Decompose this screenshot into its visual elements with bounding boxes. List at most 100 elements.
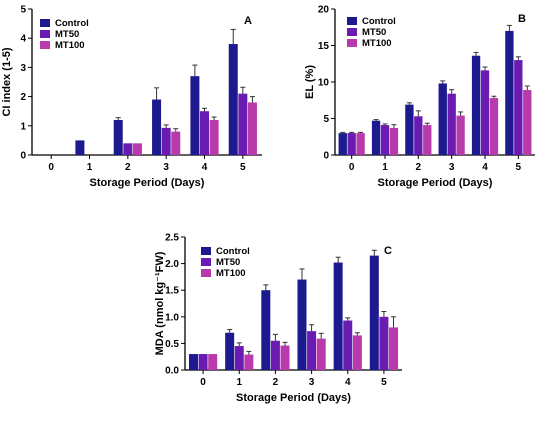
bar-mt100 [456,115,465,155]
y-tick-label: 1.5 [165,286,179,297]
x-tick-label: 2 [125,162,131,173]
bar-mt50 [270,340,280,370]
y-tick-label: 3 [20,63,26,74]
bar-mt100 [247,102,257,155]
x-tick-label: 2 [273,377,279,388]
bar-control [261,290,271,370]
y-axis-label: CI index (1-5) [1,47,13,116]
x-axis-label: Storage Period (Days) [90,177,205,189]
y-tick-label: 20 [318,5,330,16]
y-tick-label: 5 [20,5,26,16]
x-axis-label: Storage Period (Days) [236,392,351,404]
y-tick-label: 1 [20,121,26,132]
bar-control [228,44,238,155]
y-tick-label: 0 [20,151,26,162]
bar-mt50 [380,125,390,155]
x-tick-label: 0 [48,162,54,173]
legend-label-mt50: MT50 [362,27,386,38]
y-tick-label: 10 [318,78,330,89]
bar-control [369,255,379,370]
legend-label-control: Control [216,246,250,257]
legend-label-control: Control [362,16,396,27]
y-tick-label: 2.0 [165,259,179,270]
bar-control [297,279,307,370]
bar-mt50 [379,316,389,370]
y-tick-label: 2 [20,92,26,103]
bar-mt100 [171,131,181,155]
x-tick-label: 5 [516,162,522,173]
bar-mt50 [343,320,353,370]
bar-mt100 [489,98,499,155]
x-tick-label: 1 [382,162,388,173]
y-axis-label: EL (%) [304,65,316,99]
x-tick-label: 3 [309,377,315,388]
x-tick-label: 1 [87,162,93,173]
bar-mt100 [280,345,290,370]
x-tick-label: 5 [240,162,246,173]
x-tick-label: 4 [202,162,208,173]
bar-mt50 [234,346,244,370]
legend-swatch-mt50 [347,28,357,36]
bar-control [188,354,198,370]
y-tick-label: 0.0 [165,366,179,377]
bar-control [75,140,85,155]
bar-mt100 [208,354,218,370]
bar-mt50 [414,116,423,155]
bar-mt50 [238,93,248,155]
bar-mt50 [480,70,490,155]
panel-letter: A [244,15,252,27]
bar-control [225,332,235,370]
legend-label-mt100: MT100 [55,40,85,51]
bar-mt100 [132,143,142,155]
legend-swatch-mt50 [40,30,50,38]
bar-mt100 [209,119,219,155]
legend-swatch-mt100 [201,269,211,277]
bar-control [371,120,381,155]
panel-letter: C [384,245,392,257]
bar-control [190,76,200,155]
x-tick-label: 0 [349,162,355,173]
bar-control [405,104,414,155]
x-tick-label: 1 [236,377,242,388]
y-axis-label: MDA (nmol kg⁻¹FW) [154,251,166,355]
bar-mt50 [514,60,523,155]
legend-swatch-control [40,19,50,27]
y-tick-label: 0 [323,151,329,162]
bar-control [505,30,514,155]
legend-label-control: Control [55,18,89,29]
x-tick-label: 3 [449,162,455,173]
bar-mt50 [200,111,209,155]
x-tick-label: 5 [381,377,387,388]
bar-mt100 [389,127,399,155]
x-tick-label: 4 [345,377,351,388]
bar-mt100 [244,354,254,370]
legend-label-mt100: MT100 [216,268,246,279]
bar-mt50 [347,133,356,155]
y-tick-label: 15 [318,41,330,52]
x-tick-label: 2 [416,162,422,173]
bar-mt100 [316,338,326,370]
y-tick-label: 5 [323,114,329,125]
x-tick-label: 4 [482,162,488,173]
bar-mt100 [523,90,532,155]
bar-mt50 [123,143,133,155]
bar-control [338,133,347,155]
bar-mt50 [161,127,171,155]
bar-control [333,262,343,370]
bar-mt50 [198,354,208,370]
bar-mt50 [307,331,317,370]
x-tick-label: 3 [163,162,169,173]
legend-label-mt50: MT50 [55,29,79,40]
legend-label-mt100: MT100 [362,38,392,49]
legend-swatch-control [201,247,211,255]
legend-swatch-control [347,17,357,25]
bar-control [471,55,481,155]
chart-panel-c: 0.0 0.5 1.0 1.5 2.0 2.5 0 1 2 3 4 5 ControlMT50MT100… [154,233,402,404]
y-tick-label: 0.5 [165,339,179,350]
bar-control [152,99,162,155]
legend-label-mt50: MT50 [216,257,240,268]
y-tick-label: 4 [20,34,26,45]
